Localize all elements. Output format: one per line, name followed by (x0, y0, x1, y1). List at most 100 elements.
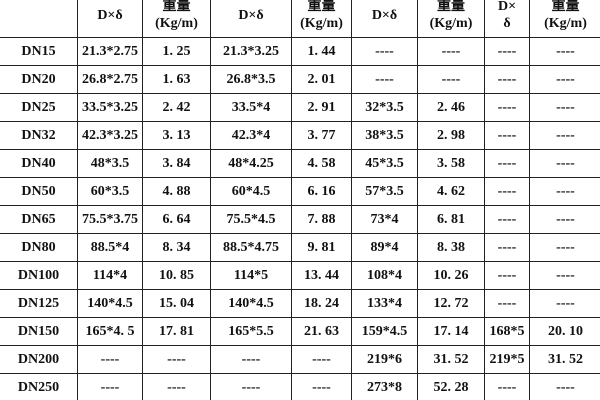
cell: ---- (484, 149, 530, 178)
cell: ---- (529, 205, 600, 234)
cell: 1. 25 (142, 37, 211, 66)
cell: 8. 38 (417, 233, 485, 262)
cell: 9. 81 (291, 233, 352, 262)
header-row: D×δ 重量 (Kg/m) D×δ 重量 (Kg/m) D×δ 重量 (Kg/m) D× δ 重量 (K… (0, 0, 600, 38)
cell: 33.5*3.25 (77, 93, 143, 122)
cell: 20. 10 (529, 317, 600, 346)
cell: ---- (484, 289, 530, 318)
row-label: DN250 (0, 373, 78, 400)
cell: ---- (417, 37, 485, 66)
cell: 133*4 (351, 289, 418, 318)
cell: 60*4.5 (210, 177, 292, 206)
row-label: DN150 (0, 317, 78, 346)
cell: 10. 26 (417, 261, 485, 290)
cell: 159*4.5 (351, 317, 418, 346)
data-row: DN32 42.3*3.25 3. 13 42.3*4 3. 77 38*3.5 2. 98… (0, 121, 600, 150)
header-text: 重量 (307, 0, 336, 14)
cell: ---- (484, 93, 530, 122)
cell: 75.5*4.5 (210, 205, 292, 234)
data-row: DN150 165*4. 5 17. 81 165*5.5 21. 63 159*4.5 1… (0, 317, 600, 346)
header-cell: 重量 (Kg/m) (291, 0, 352, 38)
cell: 73*4 (351, 205, 418, 234)
row-label: DN15 (0, 37, 78, 66)
cell: 89*4 (351, 233, 418, 262)
cell: ---- (417, 65, 485, 94)
header-text: D×δ (97, 7, 123, 23)
cell: 140*4.5 (210, 289, 292, 318)
cell: ---- (484, 37, 530, 66)
cell: 273*8 (351, 373, 418, 400)
row-label: DN32 (0, 121, 78, 150)
data-row: DN200 ---- ---- ---- ---- 219*6 31. 52 219*5 31.… (0, 345, 600, 374)
cell: 13. 44 (291, 261, 352, 290)
cell: ---- (77, 345, 143, 374)
header-text: (Kg/m) (300, 16, 343, 31)
cell: ---- (529, 93, 600, 122)
row-label: DN25 (0, 93, 78, 122)
row-label: DN65 (0, 205, 78, 234)
cell: 4. 88 (142, 177, 211, 206)
data-row: DN20 26.8*2.75 1. 63 26.8*3.5 2. 01 ---- ---- -… (0, 65, 600, 94)
cell: ---- (291, 345, 352, 374)
cell: ---- (529, 65, 600, 94)
cell: ---- (484, 121, 530, 150)
cell: 3. 13 (142, 121, 211, 150)
cell: ---- (351, 65, 418, 94)
cell: 42.3*4 (210, 121, 292, 150)
header-cell: 重量 (Kg/m) (529, 0, 600, 38)
data-row: DN100 114*4 10. 85 114*5 13. 44 108*4 10. 26 --… (0, 261, 600, 290)
data-row: DN250 ---- ---- ---- ---- 273*8 52. 28 ---- ---- (0, 373, 600, 400)
cell: 2. 46 (417, 93, 485, 122)
cell: 168*5 (484, 317, 530, 346)
cell: 48*4.25 (210, 149, 292, 178)
cell: 6. 16 (291, 177, 352, 206)
cell: 2. 01 (291, 65, 352, 94)
header-text: δ (503, 16, 511, 31)
cell: ---- (291, 373, 352, 400)
cell: 8. 34 (142, 233, 211, 262)
cell: 38*3.5 (351, 121, 418, 150)
header-text: 重量 (551, 0, 580, 14)
header-cell: D×δ (484, 0, 530, 38)
cell: ---- (529, 289, 600, 318)
data-row: DN50 60*3.5 4. 88 60*4.5 6. 16 57*3.5 4. 62 ---… (0, 177, 600, 206)
cell: 18. 24 (291, 289, 352, 318)
header-text: (Kg/m) (155, 16, 198, 31)
data-row: DN25 33.5*3.25 2. 42 33.5*4 2. 91 32*3.5 2. 46… (0, 93, 600, 122)
cell: ---- (484, 205, 530, 234)
cell: ---- (529, 149, 600, 178)
cell: 42.3*3.25 (77, 121, 143, 150)
data-row: DN15 21.3*2.75 1. 25 21.3*3.25 1. 44 ---- ----… (0, 37, 600, 66)
cell: 26.8*3.5 (210, 65, 292, 94)
cell: 31. 52 (417, 345, 485, 374)
cell: 21.3*3.25 (210, 37, 292, 66)
header-text: D×δ (238, 7, 264, 23)
cell: 17. 14 (417, 317, 485, 346)
cell: 21. 63 (291, 317, 352, 346)
cell: 15. 04 (142, 289, 211, 318)
header-text: 重量 (437, 0, 465, 14)
data-row: DN65 75.5*3.75 6. 64 75.5*4.5 7. 88 73*4 6. 81… (0, 205, 600, 234)
cell: 4. 62 (417, 177, 485, 206)
cell: 21.3*2.75 (77, 37, 143, 66)
header-cell: 重量 (Kg/m) (417, 0, 485, 38)
cell: ---- (484, 261, 530, 290)
header-cell: 重量 (Kg/m) (142, 0, 211, 38)
cell: ---- (142, 345, 211, 374)
data-row: DN40 48*3.5 3. 84 48*4.25 4. 58 45*3.5 3. 58 --… (0, 149, 600, 178)
cell: ---- (529, 261, 600, 290)
cell: ---- (484, 373, 530, 400)
cell: ---- (529, 233, 600, 262)
header-cell: D×δ (77, 0, 143, 38)
row-label: DN100 (0, 261, 78, 290)
cell: 26.8*2.75 (77, 65, 143, 94)
cell: 4. 58 (291, 149, 352, 178)
cell: 7. 88 (291, 205, 352, 234)
cell: ---- (142, 373, 211, 400)
cell: 219*6 (351, 345, 418, 374)
cell: ---- (529, 121, 600, 150)
cell: 2. 42 (142, 93, 211, 122)
cell: 165*4. 5 (77, 317, 143, 346)
